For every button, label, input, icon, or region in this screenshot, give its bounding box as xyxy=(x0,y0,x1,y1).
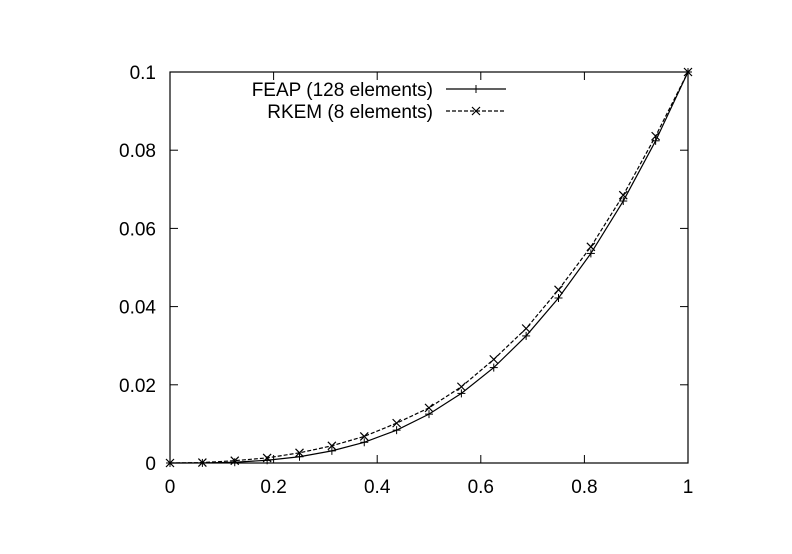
data-point xyxy=(197,458,207,468)
data-point xyxy=(425,410,433,419)
data-point xyxy=(522,331,531,340)
x-tick-label: 0.8 xyxy=(571,477,597,498)
series-line xyxy=(169,71,689,464)
legend-marker xyxy=(472,85,480,93)
y-tick-label: 0.06 xyxy=(119,219,156,240)
x-tick-label: 0.6 xyxy=(468,477,494,498)
data-point xyxy=(489,363,498,372)
series-layer xyxy=(165,67,693,468)
legend-label-feap: FEAP (128 elements) xyxy=(252,80,433,101)
legend-marker xyxy=(471,106,481,116)
y-tick-label: 0.04 xyxy=(119,298,156,319)
series-feap xyxy=(166,68,692,467)
data-point xyxy=(586,249,595,258)
data-point xyxy=(489,354,499,364)
y-tick-label: 0.1 xyxy=(130,63,156,84)
y-tick-label: 0.08 xyxy=(119,141,156,162)
data-point xyxy=(392,418,402,428)
data-point xyxy=(165,458,175,468)
data-point xyxy=(457,389,466,398)
data-point xyxy=(360,438,369,447)
legend-label-rkem: RKEM (8 elements) xyxy=(267,102,433,123)
data-point xyxy=(327,446,336,455)
data-point xyxy=(392,426,401,435)
data-point xyxy=(619,197,628,206)
x-tick-label: 0 xyxy=(165,477,176,498)
legend-sample-feap xyxy=(446,85,506,93)
y-tick-label: 0.02 xyxy=(119,376,156,397)
data-point xyxy=(262,453,272,463)
data-point xyxy=(295,452,304,461)
data-point xyxy=(586,242,596,252)
data-point xyxy=(554,285,563,295)
data-point xyxy=(230,456,240,466)
series-line xyxy=(169,71,689,464)
data-point xyxy=(295,448,304,458)
data-point xyxy=(554,293,563,302)
x-tick-label: 1 xyxy=(683,477,694,498)
data-point xyxy=(521,324,531,333)
y-axis-ticks: 0 0.02 0.04 0.06 0.08 0.1 xyxy=(119,63,688,475)
x-tick-label: 0.4 xyxy=(364,477,391,498)
y-tick-label: 0 xyxy=(145,454,156,475)
data-point xyxy=(424,403,434,413)
legend-sample-rkem xyxy=(446,106,506,116)
plot-frame xyxy=(169,71,689,464)
data-point xyxy=(359,431,369,441)
x-axis-ticks: 0 0.2 0.4 0.6 0.8 1 xyxy=(165,72,694,498)
data-point xyxy=(456,382,466,392)
data-point xyxy=(327,441,337,451)
data-point xyxy=(618,190,628,200)
data-point xyxy=(230,458,239,467)
data-point xyxy=(651,131,661,141)
legend: FEAP (128 elements) RKEM (8 elements) xyxy=(252,80,506,123)
x-tick-label: 0.2 xyxy=(260,477,286,498)
series-rkem xyxy=(165,67,693,468)
data-point xyxy=(683,67,693,77)
